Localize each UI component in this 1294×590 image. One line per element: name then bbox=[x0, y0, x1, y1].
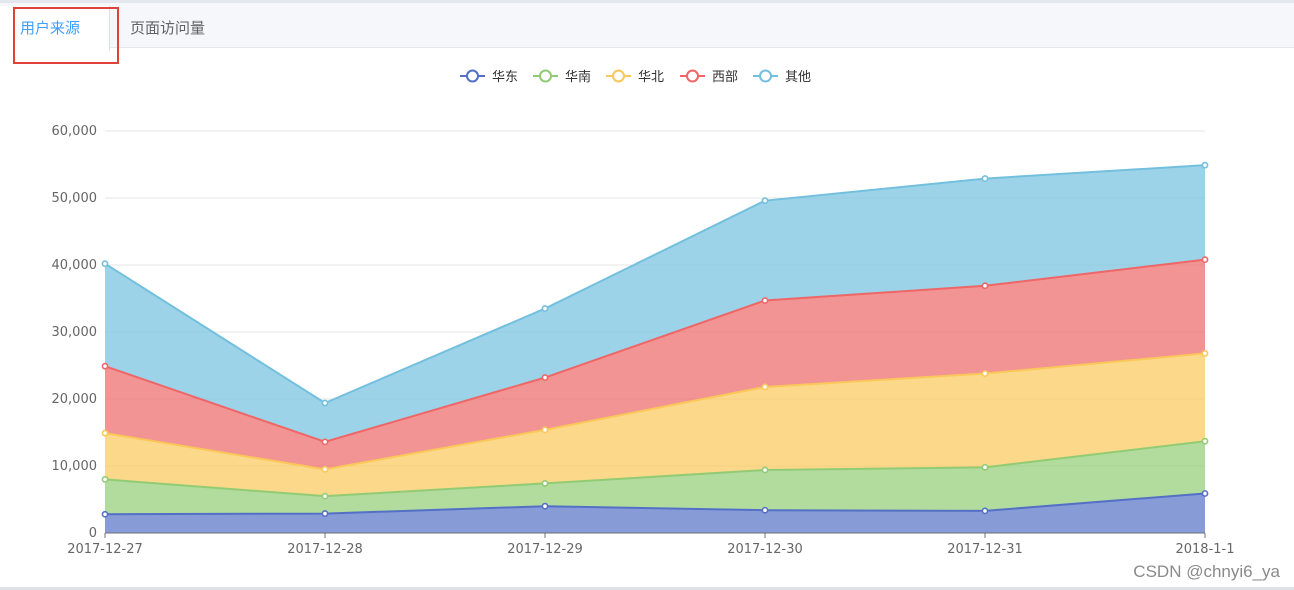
data-point bbox=[541, 480, 549, 487]
legend-marker bbox=[466, 69, 479, 83]
watermark: CSDN @chnyi6_ya bbox=[1133, 562, 1280, 581]
y-tick-label: 20,000 bbox=[52, 392, 98, 407]
data-point bbox=[761, 197, 769, 205]
data-point bbox=[541, 305, 549, 312]
legend-item-3[interactable]: 西部 bbox=[680, 69, 738, 85]
stacked-area-chart: 0 10,000 20,000 30,000 40,000 50,000 60,000 201… bbox=[52, 69, 1235, 557]
data-point bbox=[981, 370, 989, 377]
data-point bbox=[981, 463, 989, 471]
data-point bbox=[101, 260, 109, 268]
y-tick-label: 50,000 bbox=[52, 191, 98, 206]
legend-item-4[interactable]: 其他 bbox=[753, 69, 811, 85]
data-point bbox=[101, 429, 109, 437]
series-line-4 bbox=[104, 164, 1206, 405]
data-point bbox=[761, 506, 769, 514]
data-point bbox=[981, 282, 989, 290]
data-point bbox=[541, 426, 549, 434]
data-point bbox=[321, 438, 329, 446]
line-layer bbox=[104, 164, 1206, 516]
x-tick-label: 2017-12-28 bbox=[287, 542, 363, 557]
legend-item-1[interactable]: 华南 bbox=[533, 69, 591, 85]
x-tick-label: 2017-12-31 bbox=[947, 542, 1023, 557]
data-point bbox=[101, 362, 109, 370]
legend-label: 西部 bbox=[712, 70, 738, 85]
data-point bbox=[101, 510, 109, 518]
series-line-1 bbox=[104, 440, 1206, 498]
data-point bbox=[101, 475, 109, 483]
data-point bbox=[321, 465, 329, 473]
area-1 bbox=[105, 441, 1205, 515]
data-point bbox=[981, 175, 989, 182]
legend-marker bbox=[686, 69, 699, 83]
legend-item-2[interactable]: 华北 bbox=[606, 69, 664, 85]
legend-marker bbox=[759, 69, 772, 83]
legend-marker bbox=[612, 69, 625, 83]
series-line-0 bbox=[104, 492, 1206, 516]
legend-label: 华北 bbox=[638, 70, 664, 85]
data-point bbox=[761, 383, 769, 391]
x-tick-label: 2017-12-30 bbox=[727, 542, 803, 557]
x-tick-label: 2018-1-1 bbox=[1175, 542, 1234, 557]
legend-label: 华东 bbox=[492, 70, 518, 85]
y-tick-label: 60,000 bbox=[52, 124, 98, 139]
legend-label: 华南 bbox=[565, 69, 591, 85]
y-tick-label: 10,000 bbox=[52, 459, 98, 474]
axis-layer: 0 10,000 20,000 30,000 40,000 50,000 60,000 201… bbox=[52, 124, 1235, 557]
area-4 bbox=[105, 165, 1205, 442]
x-tick-label: 2017-12-29 bbox=[507, 542, 583, 557]
area-layer bbox=[105, 165, 1205, 533]
series-line-3 bbox=[104, 258, 1206, 443]
tab-page-views[interactable]: 页面访问量 bbox=[130, 19, 206, 37]
data-point bbox=[1201, 350, 1209, 357]
data-point bbox=[321, 492, 329, 500]
data-point bbox=[1201, 161, 1209, 169]
legend-marker bbox=[539, 69, 552, 83]
data-point bbox=[321, 399, 329, 407]
data-point bbox=[1201, 490, 1209, 497]
series-line-2 bbox=[104, 352, 1206, 471]
y-tick-label: 30,000 bbox=[52, 325, 98, 340]
tab-bar: 用户来源 页面访问量 bbox=[0, 3, 1294, 51]
area-3 bbox=[105, 259, 1205, 470]
y-tick-label: 0 bbox=[89, 526, 97, 541]
legend[interactable]: 华东 华南 华北 西部 其他 bbox=[460, 69, 811, 85]
data-point bbox=[541, 374, 549, 381]
area-0 bbox=[105, 493, 1205, 533]
data-point bbox=[761, 466, 769, 474]
legend-item-0[interactable]: 华东 bbox=[460, 69, 518, 85]
data-point bbox=[1201, 256, 1209, 264]
data-point bbox=[761, 297, 769, 304]
y-tick-label: 40,000 bbox=[52, 258, 98, 273]
data-point bbox=[981, 507, 989, 515]
legend-label: 其他 bbox=[785, 70, 811, 85]
data-point bbox=[541, 502, 549, 510]
tab-user-source[interactable]: 用户来源 bbox=[0, 6, 110, 51]
data-point bbox=[1201, 437, 1209, 445]
data-point bbox=[321, 510, 329, 517]
point-layer bbox=[101, 161, 1209, 518]
x-tick-label: 2017-12-27 bbox=[67, 542, 143, 557]
